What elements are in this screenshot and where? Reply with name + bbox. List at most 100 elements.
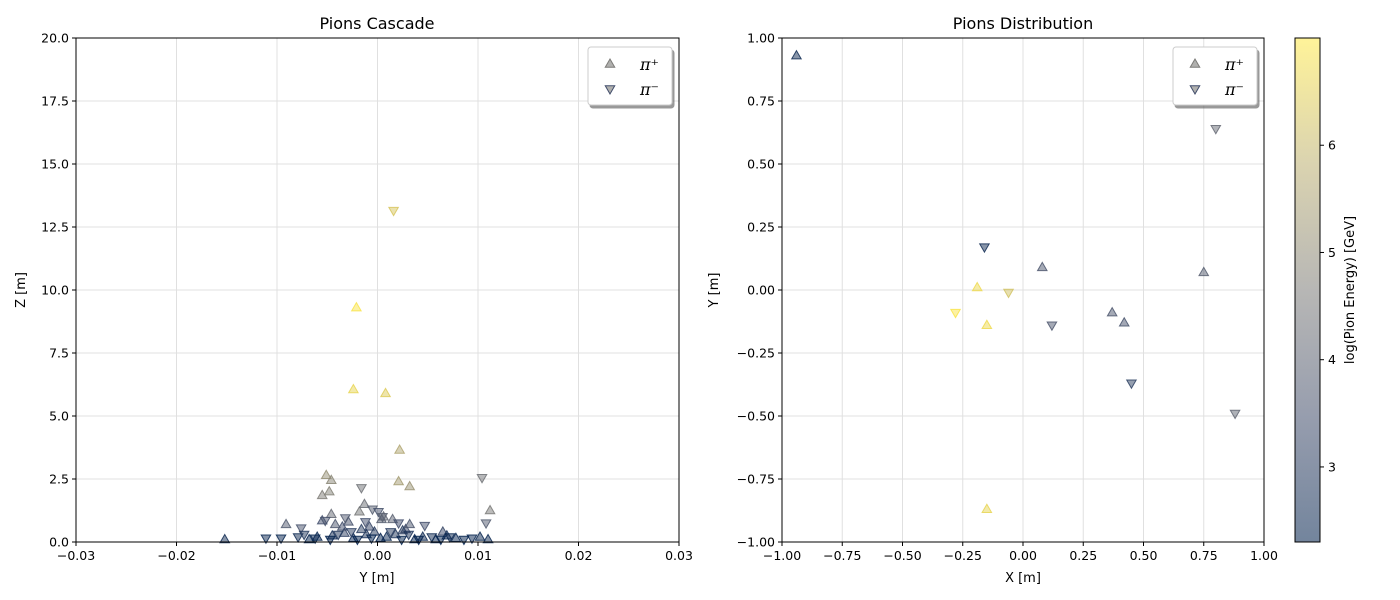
y-tick-label: 0.0 [49, 535, 69, 550]
legend-pi-minus-marker [1189, 85, 1201, 96]
legend-label: π⁺ [639, 55, 659, 74]
pi-minus-point [351, 535, 364, 546]
x-tick-label: −0.03 [57, 548, 95, 563]
x-tick-label: 0.00 [1009, 548, 1037, 563]
pi-minus-point [339, 514, 351, 525]
legend-box [587, 46, 673, 106]
pi-minus-point [949, 308, 962, 319]
right-grid [781, 37, 1265, 543]
x-tick-label: 0.02 [565, 548, 593, 563]
left-ticks: −0.03 −0.02 −0.01 0.00 0.01 0.02 0.03 0.0 2.5 5.0… [41, 31, 693, 564]
y-tick-label: 10.0 [41, 283, 69, 298]
pi-plus-point [790, 49, 803, 60]
pi-minus-point [260, 534, 272, 545]
y-tick-label: 0.25 [747, 220, 775, 235]
pi-plus-point [363, 520, 376, 531]
colorbar-label: log(Pion Energy) [GeV] [1343, 216, 1358, 364]
pi-plus-point [450, 532, 462, 542]
y-tick-label: 5.0 [49, 409, 69, 424]
left-xlabel: Y [m] [359, 571, 395, 586]
pi-minus-point [396, 535, 408, 546]
pi-plus-point [393, 444, 406, 454]
pi-minus-point [476, 473, 488, 484]
pi-minus-point [387, 206, 400, 217]
pi-minus-point [319, 516, 331, 527]
right-ticks: −1.00 −0.75 −0.50 −0.25 0.00 0.25 0.50 0.75 1.00… [737, 31, 1278, 564]
pi-plus-point [482, 533, 494, 544]
colorbar: 3 4 5 6 log(Pion Energy) [GeV] [1294, 37, 1358, 543]
pi-minus-point [295, 524, 307, 535]
pi-minus-point [372, 508, 385, 518]
pi-minus-point [1125, 379, 1138, 390]
pi-minus-point [345, 528, 357, 538]
pi-plus-point [329, 518, 341, 529]
x-tick-label: 0.75 [1190, 548, 1218, 563]
legend-box [1172, 46, 1258, 106]
pi-plus-point [358, 498, 371, 508]
x-tick-label: 0.03 [665, 548, 693, 563]
pi-minus-point [392, 519, 405, 530]
right-xlabel: X [m] [1005, 571, 1041, 586]
legend-label: π⁺ [1224, 55, 1244, 74]
y-tick-label: −0.75 [737, 472, 775, 487]
pi-plus-point [1036, 261, 1048, 272]
colorbar-ticks: 3 4 5 6 [1320, 138, 1336, 474]
right-title: Pions Distribution [953, 14, 1093, 33]
pi-minus-point [435, 535, 447, 546]
colorbar-tick-label: 5 [1328, 245, 1336, 260]
x-tick-label: −0.02 [157, 548, 195, 563]
colorbar-tick-label: 6 [1328, 138, 1336, 153]
y-tick-label: 0.00 [747, 283, 775, 298]
pi-minus-point [426, 533, 438, 543]
left-points [219, 206, 496, 546]
x-tick-label: 0.25 [1069, 548, 1097, 563]
pi-minus-point [298, 530, 310, 541]
legend-pi-plus-marker [1189, 57, 1201, 68]
pi-minus-point [359, 518, 372, 528]
panel-right: Pions Distribution −1.00 −0.75 −0.50 −0.25 0… [707, 14, 1278, 586]
pi-plus-point [1198, 266, 1210, 277]
pi-minus-point [444, 533, 456, 543]
y-tick-label: 0.75 [747, 94, 775, 109]
pi-minus-point [376, 513, 389, 523]
pi-plus-point [981, 503, 993, 513]
pi-plus-point [353, 505, 366, 516]
pi-plus-point [325, 474, 337, 485]
pi-plus-point [981, 319, 993, 330]
right-legend: π⁺ π⁻ [1172, 46, 1258, 106]
pi-minus-point [1229, 409, 1241, 420]
y-tick-label: 1.00 [747, 31, 775, 46]
pi-minus-point [458, 535, 470, 546]
x-tick-label: −1.00 [763, 548, 801, 563]
pi-plus-point [350, 301, 363, 312]
pi-plus-point [325, 508, 337, 519]
colorbar-gradient [1294, 37, 1321, 543]
pi-minus-point [1046, 321, 1058, 332]
pi-minus-point [324, 535, 336, 546]
pi-minus-point [466, 534, 478, 545]
pi-plus-point [1106, 306, 1118, 317]
y-tick-label: 20.0 [41, 31, 69, 46]
pi-plus-point [404, 480, 416, 491]
right-ylabel: Y [m] [707, 273, 722, 309]
pi-plus-point [347, 383, 359, 394]
pi-minus-point [332, 530, 344, 541]
pi-plus-point [374, 532, 387, 542]
left-ylabel: Z [m] [14, 272, 29, 308]
y-tick-label: 0.50 [747, 157, 775, 172]
pi-minus-point [292, 533, 304, 543]
pi-minus-point [365, 534, 378, 545]
colorbar-tick-label: 4 [1328, 352, 1336, 367]
left-title: Pions Cascade [319, 14, 434, 33]
pi-plus-point [392, 475, 405, 486]
right-points [790, 49, 1241, 513]
x-tick-label: −0.75 [823, 548, 861, 563]
y-tick-label: 12.5 [41, 220, 69, 235]
pi-minus-point [403, 530, 415, 541]
pi-plus-point [971, 281, 983, 292]
pi-plus-point [320, 469, 332, 479]
pi-plus-point [404, 518, 416, 529]
pi-minus-point [1210, 124, 1222, 135]
x-tick-label: 1.00 [1250, 548, 1278, 563]
